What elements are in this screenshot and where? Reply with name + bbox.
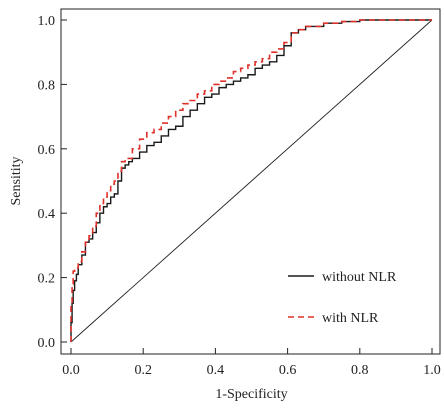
legend-label-with-nlr: with NLR [322, 311, 379, 326]
y-axis-ticks: 0.0 0.2 0.4 0.6 0.8 1.0 [38, 14, 67, 351]
plot-frame [60, 8, 441, 355]
x-tick-label: 0.0 [62, 363, 80, 378]
y-tick-label: 0.2 [38, 272, 56, 287]
x-tick-label: 0.8 [351, 363, 369, 378]
x-axis-ticks: 0.0 0.2 0.4 0.6 0.8 1.0 [62, 348, 441, 378]
x-axis-title: 1-Specificity [215, 387, 287, 402]
legend-label-without-nlr: without NLR [322, 270, 397, 285]
x-tick-label: 0.6 [279, 363, 297, 378]
series-group [70, 19, 432, 342]
series-line-without-nlr [70, 19, 432, 342]
x-tick-label: 0.4 [207, 363, 225, 378]
y-tick-label: 0.8 [38, 78, 56, 93]
reference-diagonal-line [70, 19, 433, 343]
legend: without NLR with NLR [288, 270, 397, 326]
y-tick-label: 1.0 [38, 14, 56, 29]
y-tick-label: 0.6 [38, 143, 56, 158]
x-tick-label: 1.0 [423, 363, 441, 378]
x-tick-label: 0.2 [134, 363, 152, 378]
y-tick-label: 0.0 [38, 336, 56, 351]
y-tick-label: 0.4 [38, 207, 56, 222]
series-line-with-nlr [70, 19, 432, 342]
y-axis-title: Sensitity [9, 156, 24, 205]
